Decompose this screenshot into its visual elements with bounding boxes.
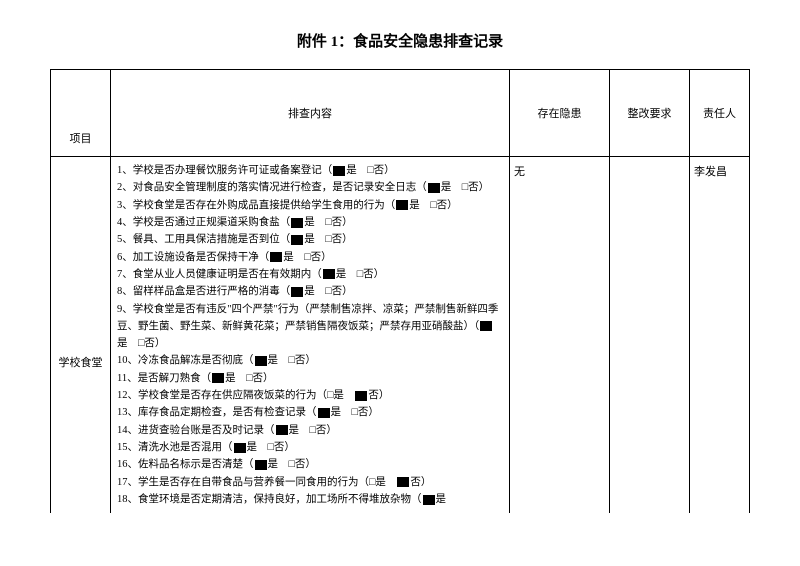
inspection-item: 2、对食品安全管理制度的落实情况进行检查，是否记录安全日志（是 □否） bbox=[117, 179, 503, 196]
cell-hazard: 无 bbox=[510, 157, 610, 514]
header-hazard: 存在隐患 bbox=[510, 70, 610, 157]
inspection-item: 10、冷冻食品解冻是否彻底（是 □否） bbox=[117, 352, 503, 369]
header-person: 责任人 bbox=[690, 70, 750, 157]
checkbox-filled-icon bbox=[291, 235, 303, 245]
checkbox-filled-icon bbox=[234, 443, 246, 453]
checkbox-filled-icon bbox=[270, 252, 282, 262]
inspection-item: 12、学校食堂是否存在供应隔夜饭菜的行为（□是 否） bbox=[117, 387, 503, 404]
inspection-item: 13、库存食品定期检查，是否有检查记录（是 □否） bbox=[117, 404, 503, 421]
inspection-item: 8、留样样品盒是否进行严格的消毒（是 □否） bbox=[117, 283, 503, 300]
checkbox-filled-icon bbox=[423, 495, 435, 505]
checkbox-filled-icon bbox=[291, 287, 303, 297]
checkbox-filled-icon bbox=[480, 321, 492, 331]
checkbox-filled-icon bbox=[428, 183, 440, 193]
inspection-table: 项目 排查内容 存在隐患 整改要求 责任人 学校食堂 1、学校是否办理餐饮服务许… bbox=[50, 69, 750, 513]
cell-requirement bbox=[610, 157, 690, 514]
inspection-item: 15、清洗水池是否混用（是 □否） bbox=[117, 439, 503, 456]
table-header-row: 项目 排查内容 存在隐患 整改要求 责任人 bbox=[51, 70, 750, 157]
checkbox-filled-icon bbox=[333, 166, 345, 176]
checkbox-filled-icon bbox=[291, 218, 303, 228]
checkbox-filled-icon bbox=[397, 477, 409, 487]
inspection-item: 11、是否解刀熟食（是 □否） bbox=[117, 370, 503, 387]
checkbox-filled-icon bbox=[212, 373, 224, 383]
cell-content: 1、学校是否办理餐饮服务许可证或备案登记（是 □否）2、对食品安全管理制度的落实… bbox=[111, 157, 510, 514]
header-requirement: 整改要求 bbox=[610, 70, 690, 157]
cell-person: 李发昌 bbox=[690, 157, 750, 514]
checkbox-filled-icon bbox=[396, 200, 408, 210]
header-content: 排查内容 bbox=[111, 70, 510, 157]
inspection-item: 1、学校是否办理餐饮服务许可证或备案登记（是 □否） bbox=[117, 162, 503, 179]
inspection-item: 18、食堂环境是否定期清洁，保持良好，加工场所不得堆放杂物（是 bbox=[117, 491, 503, 508]
inspection-item: 16、佐料品名标示是否清楚（是 □否） bbox=[117, 456, 503, 473]
page-title: 附件 1：食品安全隐患排查记录 bbox=[50, 30, 750, 51]
inspection-item: 4、学校是否通过正规渠道采购食盐（是 □否） bbox=[117, 214, 503, 231]
checkbox-filled-icon bbox=[318, 408, 330, 418]
inspection-item: 14、进货查验台账是否及时记录（是 □否） bbox=[117, 422, 503, 439]
checkbox-filled-icon bbox=[255, 460, 267, 470]
checkbox-filled-icon bbox=[276, 425, 288, 435]
table-row: 学校食堂 1、学校是否办理餐饮服务许可证或备案登记（是 □否）2、对食品安全管理… bbox=[51, 157, 750, 514]
checkbox-filled-icon bbox=[355, 391, 367, 401]
inspection-item: 9、学校食堂是否有违反"四个严禁"行为（严禁制售凉拌、凉菜；严禁制售新鲜四季豆、… bbox=[117, 301, 503, 353]
inspection-item: 7、食堂从业人员健康证明是否在有效期内（是 □否） bbox=[117, 266, 503, 283]
inspection-item: 3、学校食堂是否存在外购成品直接提供给学生食用的行为（是 □否） bbox=[117, 197, 503, 214]
checkbox-filled-icon bbox=[255, 356, 267, 366]
header-project: 项目 bbox=[51, 70, 111, 157]
cell-project: 学校食堂 bbox=[51, 157, 111, 514]
inspection-item: 17、学生是否存在自带食品与营养餐一同食用的行为（□是 否） bbox=[117, 474, 503, 491]
inspection-item: 6、加工设施设备是否保持干净（是 □否） bbox=[117, 249, 503, 266]
inspection-item: 5、餐具、工用具保洁措施是否到位（是 □否） bbox=[117, 231, 503, 248]
checkbox-filled-icon bbox=[323, 269, 335, 279]
